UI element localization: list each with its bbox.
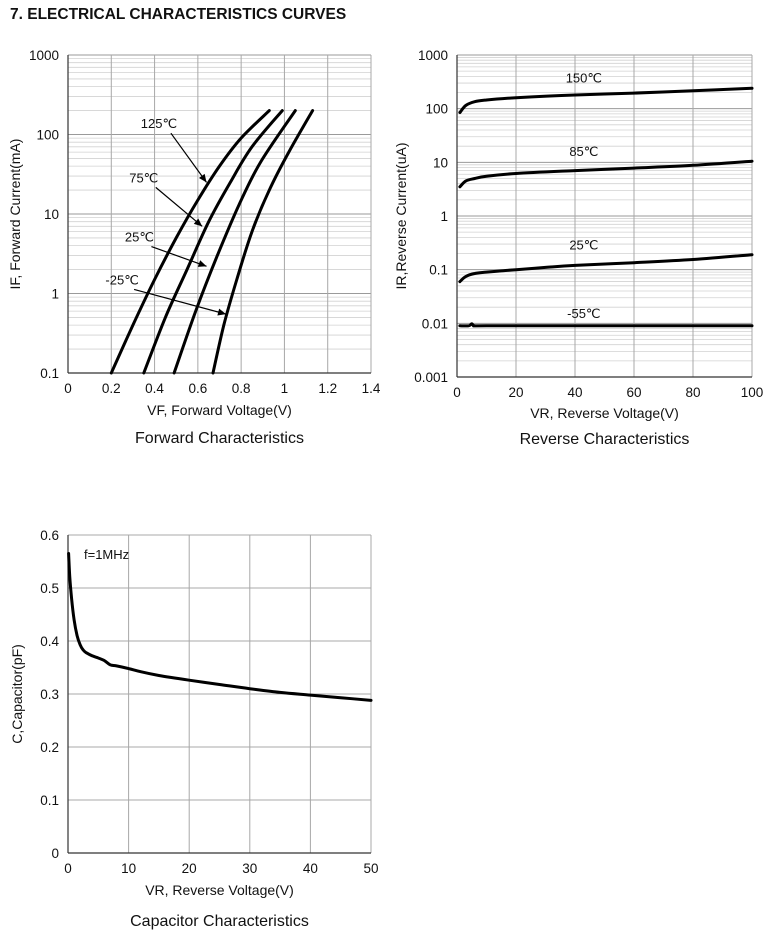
- series-line-25c: [172, 109, 297, 375]
- label-leader-line: [170, 132, 208, 183]
- arrowhead-icon: [217, 308, 226, 316]
- x-axis-label: VR, Reverse Voltage(V): [530, 405, 679, 421]
- y-tick-label: 0.1: [40, 366, 59, 381]
- curve-label: -55℃: [567, 306, 600, 321]
- x-tick-label: 0: [453, 385, 461, 400]
- gridlines: [67, 534, 372, 854]
- x-tick-label: 40: [303, 861, 318, 876]
- y-axis-label: IR,Reverse Current(uA): [393, 142, 409, 289]
- curve-label: 25℃: [569, 237, 598, 252]
- series-line-85c: [458, 159, 754, 189]
- y-tick-label: 100: [425, 102, 448, 117]
- chart-caption: Capacitor Characteristics: [130, 913, 309, 930]
- curve-label: 125℃: [141, 116, 177, 131]
- label-leader-line: [133, 288, 227, 315]
- y-tick-label: 0.1: [40, 793, 59, 808]
- label-leader-line: [151, 246, 207, 267]
- x-tick-label: 80: [685, 385, 700, 400]
- y-tick-label: 0: [51, 846, 59, 861]
- y-tick-label: 10: [433, 155, 448, 170]
- arrowhead-icon: [193, 218, 203, 227]
- x-tick-label: 0.8: [232, 381, 251, 396]
- chart-caption: Forward Characteristics: [135, 430, 304, 447]
- y-axis-label: C,Capacitor(pF): [9, 644, 25, 744]
- y-tick-label: 1: [440, 209, 448, 224]
- y-tick-label: 0.2: [40, 740, 59, 755]
- arrowhead-icon: [197, 260, 207, 267]
- series-line--25c: [211, 109, 315, 375]
- x-tick-label: 0: [64, 861, 72, 876]
- gridlines: [456, 54, 753, 378]
- y-tick-label: 0.01: [422, 316, 448, 331]
- series-line-125c: [109, 109, 271, 375]
- x-tick-label: 1: [281, 381, 289, 396]
- y-tick-label: 0.001: [414, 370, 448, 385]
- forward-chart: 0 0.2 0.4 0.6 0.8 1 1.2 1.4 0.1 1 10 100 1000 VF, For…: [7, 48, 381, 447]
- x-tick-label: 60: [626, 385, 641, 400]
- y-tick-label: 0.6: [40, 528, 59, 543]
- x-tick-label: 1.4: [362, 381, 381, 396]
- series-line-75c: [142, 109, 284, 375]
- series-line-25c: [458, 253, 754, 284]
- curve-label: 150℃: [566, 70, 602, 85]
- x-tick-label: 1.2: [318, 381, 337, 396]
- x-tick-label: 0.6: [188, 381, 207, 396]
- y-tick-label: 0.1: [429, 263, 448, 278]
- y-tick-label: 1000: [418, 48, 448, 63]
- curve-label: -25℃: [105, 272, 138, 287]
- page-heading: 7. ELECTRICAL CHARACTERISTICS CURVES: [10, 6, 347, 23]
- curve-label: 75℃: [129, 170, 158, 185]
- y-tick-label: 1000: [29, 48, 59, 63]
- y-tick-label: 0.5: [40, 581, 59, 596]
- y-tick-label: 100: [36, 128, 59, 143]
- x-tick-label: 100: [741, 385, 764, 400]
- capacitor-chart: 0 10 20 30 40 50 0 0.1 0.2 0.3 0.4 0.5 0.6 VR, Revers…: [9, 528, 379, 930]
- x-tick-label: 0.2: [102, 381, 121, 396]
- chart-annotation: f=1MHz: [84, 547, 129, 562]
- series-line--55c: [458, 322, 754, 328]
- x-tick-label: 40: [567, 385, 582, 400]
- y-tick-label: 0.4: [40, 634, 59, 649]
- y-axis-label: IF, Forward Current(mA): [7, 139, 23, 290]
- series-line-150c: [458, 86, 754, 114]
- x-tick-label: 30: [242, 861, 257, 876]
- y-tick-label: 0.3: [40, 687, 59, 702]
- gridlines: [67, 54, 372, 374]
- x-tick-label: 0.4: [145, 381, 164, 396]
- curve-label: 85℃: [569, 144, 598, 159]
- x-tick-label: 10: [121, 861, 136, 876]
- x-axis-label: VR, Reverse Voltage(V): [145, 882, 294, 898]
- label-leader-line: [155, 186, 203, 227]
- y-tick-label: 1: [51, 287, 59, 302]
- reverse-chart: 0 20 40 60 80 100 0.001 0.01 0.1 1 10 100 1000 VR, Re…: [393, 48, 763, 448]
- curve-label: 25℃: [125, 230, 154, 245]
- x-tick-label: 20: [182, 861, 197, 876]
- chart-caption: Reverse Characteristics: [520, 431, 690, 448]
- x-tick-label: 0: [64, 381, 72, 396]
- x-axis-label: VF, Forward Voltage(V): [147, 402, 292, 418]
- x-tick-label: 50: [363, 861, 378, 876]
- series-line-capacitance: [67, 552, 373, 702]
- arrowhead-icon: [198, 173, 207, 183]
- y-tick-label: 10: [44, 207, 59, 222]
- x-tick-label: 20: [508, 385, 523, 400]
